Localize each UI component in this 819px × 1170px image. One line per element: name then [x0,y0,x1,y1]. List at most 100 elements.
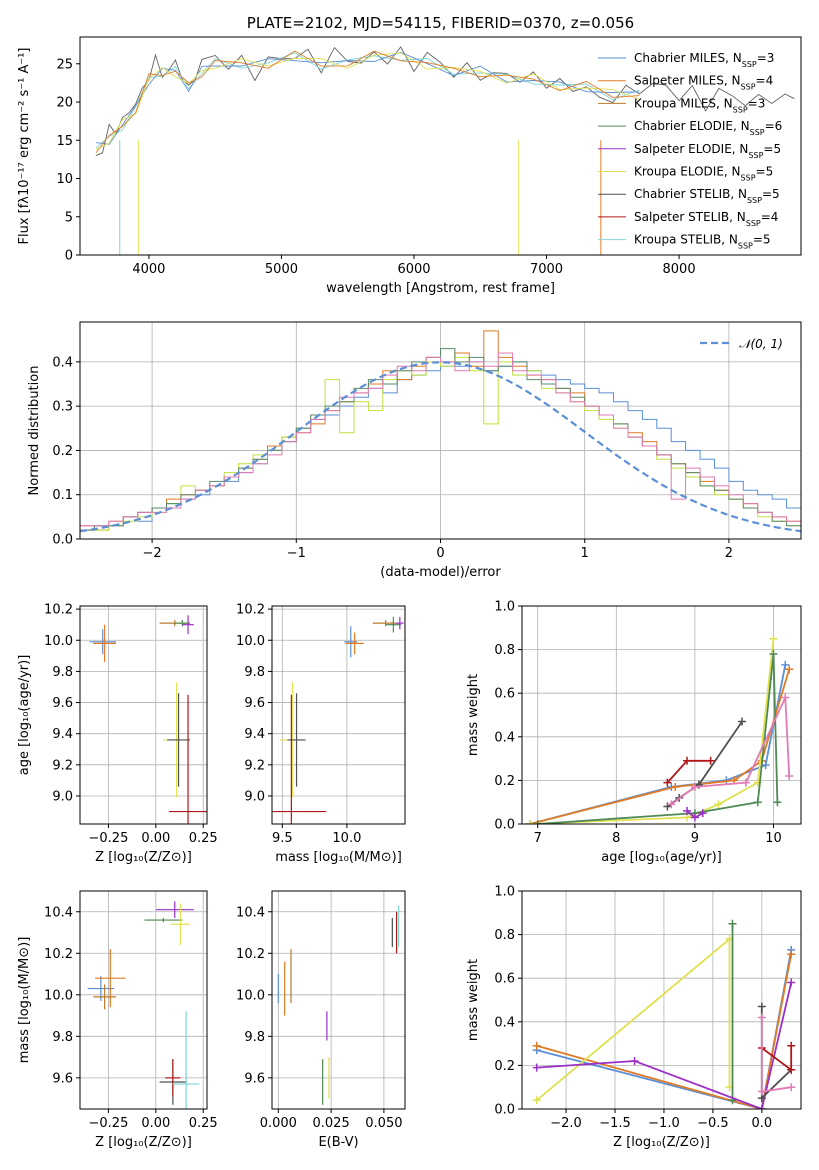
series-marker [738,717,747,726]
spectrum-line-model [95,52,640,149]
axes-frame [521,605,802,825]
series-line-s6 [666,720,743,808]
series-marker [698,809,707,818]
axes-frame [521,890,802,1110]
y-tick-label: 1.0 [494,600,515,615]
series-marker [787,1041,796,1050]
series-marker [667,800,676,809]
x-tick-label: −0.25 [89,831,129,846]
x-tick-label: −1 [287,546,306,561]
legend-label: Chabrier ELODIE, NSSP=6 [634,119,782,137]
series-marker [787,1083,796,1092]
x-tick-label: 0.025 [313,1116,350,1131]
y-tick-label: 0.2 [52,444,73,459]
spectrum-line-model [95,50,640,154]
y-tick-label: 9.0 [244,789,265,804]
axes-frame [271,890,406,1110]
x-tick-label: 4000 [132,262,165,277]
x-tick-label: 0.25 [189,1116,218,1131]
y-tick-label: 10.0 [44,634,73,649]
series-marker [525,820,534,824]
series-marker [728,919,737,928]
series-marker [781,693,790,702]
series-marker [706,756,715,765]
x-axis-label: wavelength [Angstrom, rest frame] [326,281,555,296]
y-tick-label: 0.2 [494,774,515,789]
series-line-s4 [537,653,779,824]
series-marker [690,813,699,822]
plot-area-mass_vs_EBV [277,905,400,1105]
chart-title: PLATE=2102, MJD=54115, FIBERID=0370, z=0… [247,14,634,32]
y-tick-label: 1.0 [494,885,515,900]
x-tick-label: 0.0 [751,1116,772,1131]
y-tick-label: 9.8 [244,665,265,680]
spectrum-line-model [95,52,640,150]
legend-label: Chabrier STELIB, NSSP=5 [634,187,780,205]
x-tick-label: 0.00 [141,1116,170,1131]
legend-label: Kroupa ELODIE, NSSP=5 [634,165,773,183]
series-marker [785,665,794,674]
series-marker [757,1002,766,1011]
y-tick-label: 0.0 [494,818,515,833]
series-marker [532,1096,541,1105]
y-tick-label: 0.0 [52,533,73,548]
plot-area-age_vs_mass [272,616,404,824]
y-tick-label: 0.3 [52,400,73,415]
panel-mass_vs_Z: −0.25 0.00 0.25 9.6 9.8 10.0 10.2 10.4 Z [log₁₀(… [17,890,218,1150]
panel-residuals: 𝒩(0, 1) −2 −1 0 1 2 0.0 0.1 0.2 0.3 0.4 (data-model… [27,321,802,580]
y-axis-label: mass weight [466,674,481,756]
series-marker [769,649,778,658]
legend-label: Salpeter MILES, NSSP=4 [634,74,773,92]
histogram-s1 [80,361,801,531]
y-tick-label: 9.4 [52,727,73,742]
y-tick-label: 9.6 [244,696,265,711]
series-line-s5 [536,982,793,1109]
x-tick-label: −1.0 [648,1116,680,1131]
series-marker [671,782,680,791]
y-tick-label: 10.4 [236,905,265,920]
x-tick-label: 9.5 [272,831,293,846]
x-tick-label: 0.050 [365,1116,402,1131]
x-tick-label: 0.25 [189,831,218,846]
legend-label: Salpeter ELODIE, NSSP=5 [634,142,781,160]
series-marker [785,772,794,781]
x-tick-label: 8 [612,831,620,846]
series-marker [773,798,782,807]
y-tick-label: 0.4 [494,730,515,745]
x-tick-label: 8000 [663,262,696,277]
x-tick-label: 5000 [265,262,298,277]
series-marker [757,1013,766,1022]
x-axis-label: mass [log₁₀(M/M⊙)] [275,850,402,865]
series-marker [787,950,796,959]
y-tick-label: 10 [56,172,73,187]
y-tick-label: 10.2 [236,603,265,618]
y-tick-label: 9.2 [52,758,73,773]
y-tick-label: 15 [56,134,73,149]
y-tick-label: 10.2 [44,603,73,618]
y-tick-label: 9.6 [244,1071,265,1086]
x-tick-label: 0 [436,546,444,561]
y-tick-label: 0.8 [494,643,515,658]
x-axis-label: Z [log₁₀(Z/Z⊙)] [95,1135,192,1150]
axes-frame [79,890,208,1110]
panel-spectrum: Chabrier MILES, NSSP=3 Salpeter MILES, NS… [17,14,802,296]
y-tick-label: 5 [65,210,73,225]
panel-massweight_vs_age: 7 8 9 10 0.0 0.2 0.4 0.6 0.8 1.0 age [log₁₀(age/yr… [466,600,802,865]
legend-label: Salpeter STELIB, NSSP=4 [634,210,778,228]
x-axis-label: (data-model)/error [380,565,501,580]
series-line-s2 [536,954,793,1109]
x-axis-label: Z [log₁₀(Z/Z⊙)] [613,1135,710,1150]
series-marker [757,1087,766,1096]
series-marker [532,1063,541,1072]
plot-area-massweight_vs_Z [532,919,796,1109]
axes-frame [79,605,208,825]
series-marker [690,782,699,791]
plot-area-spectrum [95,46,795,255]
y-tick-label: 0.4 [52,355,73,370]
y-tick-label: 9.6 [52,1071,73,1086]
y-tick-label: 0.6 [494,687,515,702]
plot-area-mass_vs_Z [87,901,200,1109]
series-marker [663,778,672,787]
y-axis-label: Flux [fλ10⁻¹⁷ erg cm⁻² s⁻¹ A⁻¹] [17,48,32,245]
x-tick-label: 7000 [530,262,563,277]
